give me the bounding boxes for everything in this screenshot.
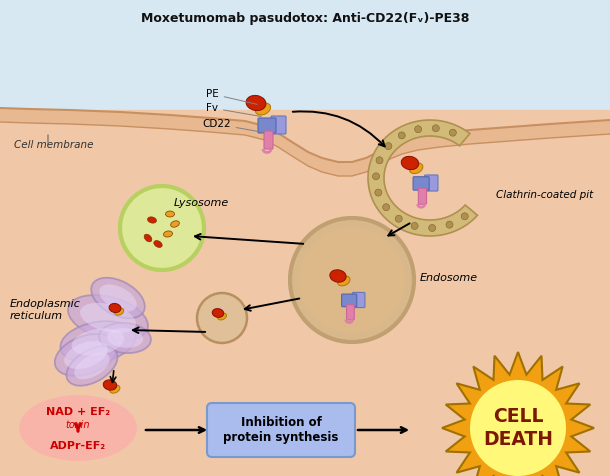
Circle shape: [432, 125, 439, 132]
Text: Fv: Fv: [206, 103, 261, 117]
FancyBboxPatch shape: [418, 188, 426, 204]
Ellipse shape: [409, 163, 423, 174]
Ellipse shape: [60, 321, 135, 363]
Bar: [0, 110, 610, 476]
Polygon shape: [368, 120, 478, 236]
Text: PE: PE: [206, 89, 257, 104]
Ellipse shape: [19, 395, 137, 461]
Circle shape: [470, 380, 566, 476]
FancyBboxPatch shape: [353, 292, 365, 307]
Text: Endosome: Endosome: [420, 273, 478, 283]
Text: NAD + EF₂: NAD + EF₂: [46, 407, 110, 417]
Circle shape: [385, 143, 392, 149]
Text: Clathrin-coated pit: Clathrin-coated pit: [496, 190, 594, 200]
Polygon shape: [0, 108, 610, 176]
Ellipse shape: [110, 385, 120, 393]
Text: Cell membrane: Cell membrane: [14, 140, 93, 150]
Ellipse shape: [99, 323, 151, 353]
Ellipse shape: [72, 328, 124, 356]
Text: Moxetumomab pasudotox: Anti-CD22(Fᵥ)-PE38: Moxetumomab pasudotox: Anti-CD22(Fᵥ)-PE3…: [141, 12, 469, 25]
Circle shape: [398, 132, 405, 139]
Ellipse shape: [148, 217, 156, 223]
Circle shape: [120, 186, 204, 270]
Text: CD22: CD22: [202, 119, 264, 132]
Circle shape: [450, 129, 456, 136]
Ellipse shape: [165, 211, 174, 217]
FancyBboxPatch shape: [342, 294, 357, 307]
Text: Endoplasmic
reticulum: Endoplasmic reticulum: [10, 299, 81, 321]
Ellipse shape: [103, 380, 117, 390]
Ellipse shape: [171, 221, 179, 227]
Ellipse shape: [246, 95, 266, 110]
Circle shape: [446, 221, 453, 228]
Text: toxin: toxin: [66, 420, 90, 430]
FancyBboxPatch shape: [264, 131, 273, 149]
Ellipse shape: [163, 231, 173, 237]
Ellipse shape: [144, 234, 152, 242]
Ellipse shape: [256, 103, 271, 115]
Circle shape: [375, 189, 382, 196]
FancyBboxPatch shape: [425, 175, 438, 191]
Text: ADPr-EF₂: ADPr-EF₂: [50, 441, 106, 451]
Text: Inhibition of
protein synthesis: Inhibition of protein synthesis: [223, 416, 339, 444]
Circle shape: [299, 227, 405, 333]
Ellipse shape: [218, 313, 226, 320]
Circle shape: [415, 126, 422, 133]
Ellipse shape: [91, 278, 145, 318]
Ellipse shape: [330, 270, 346, 282]
Circle shape: [461, 213, 468, 220]
Ellipse shape: [74, 353, 110, 379]
Circle shape: [382, 204, 390, 211]
Circle shape: [395, 215, 402, 222]
Ellipse shape: [115, 308, 124, 315]
Text: Lysosome: Lysosome: [174, 198, 229, 208]
Ellipse shape: [337, 276, 350, 286]
Polygon shape: [442, 352, 594, 476]
Ellipse shape: [64, 341, 108, 369]
FancyBboxPatch shape: [258, 118, 276, 133]
Bar: [0, 0, 610, 110]
Ellipse shape: [401, 156, 418, 169]
Ellipse shape: [212, 308, 224, 317]
Circle shape: [290, 218, 414, 342]
Ellipse shape: [80, 303, 136, 333]
Circle shape: [373, 173, 379, 180]
Circle shape: [429, 225, 436, 231]
FancyBboxPatch shape: [271, 116, 286, 134]
Ellipse shape: [55, 334, 117, 376]
FancyBboxPatch shape: [346, 305, 354, 320]
Ellipse shape: [66, 347, 118, 386]
FancyBboxPatch shape: [413, 177, 429, 190]
Text: CELL
DEATH: CELL DEATH: [483, 407, 553, 449]
Circle shape: [376, 157, 383, 164]
Ellipse shape: [154, 240, 162, 248]
Ellipse shape: [107, 328, 143, 348]
FancyBboxPatch shape: [207, 403, 355, 457]
Circle shape: [197, 293, 247, 343]
Ellipse shape: [109, 303, 121, 313]
Circle shape: [411, 222, 418, 229]
Ellipse shape: [68, 295, 148, 341]
Ellipse shape: [99, 284, 137, 312]
